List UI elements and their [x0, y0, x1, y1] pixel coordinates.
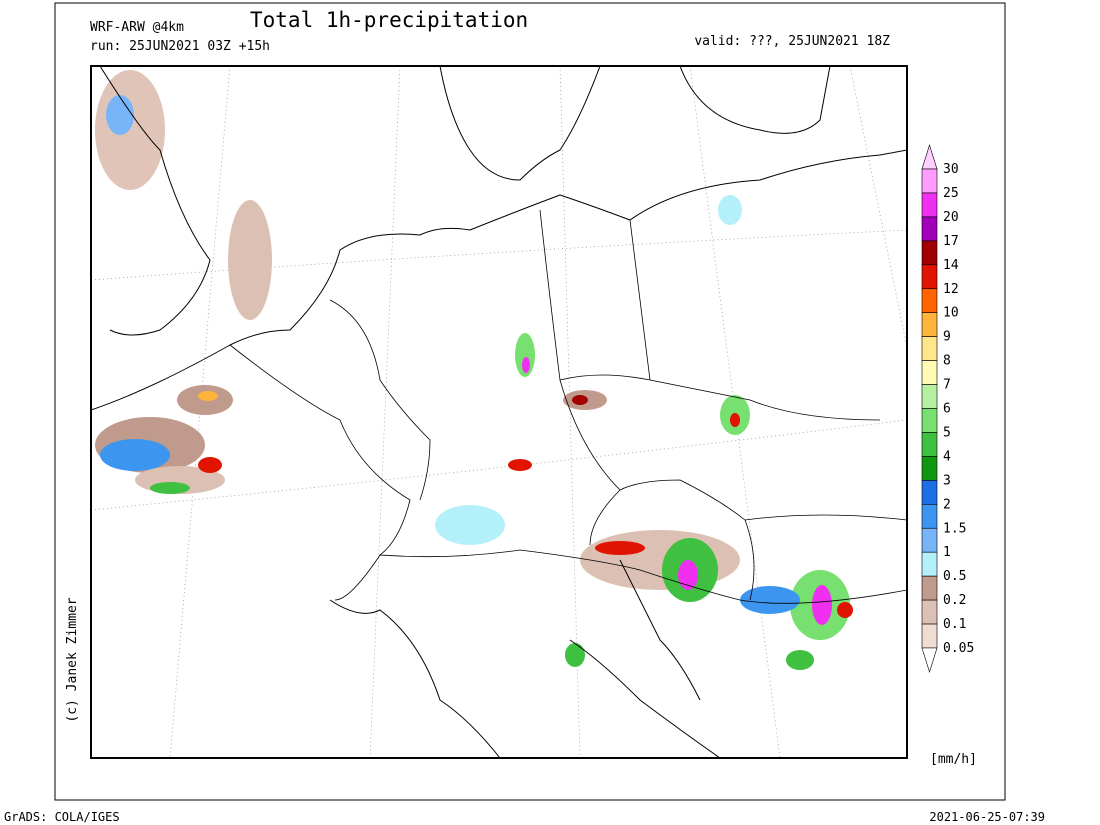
colorbar-box	[921, 527, 938, 553]
colorbar-label: 0.05	[943, 641, 974, 656]
colorbar-box	[921, 336, 938, 361]
colorbar-label: 5	[943, 425, 951, 440]
title: Total 1h-precipitation	[250, 8, 528, 32]
colorbar-label: 0.2	[943, 593, 966, 608]
colorbar-box	[921, 503, 938, 529]
colorbar-label: 25	[943, 186, 959, 201]
colorbar-box	[921, 288, 938, 314]
footer-left: GrADS: COLA/IGES	[4, 810, 120, 824]
colorbar-label: 0.1	[943, 617, 966, 632]
colorbar-label: 2	[943, 497, 951, 512]
colorbar-box	[921, 480, 938, 505]
colorbar-box	[921, 551, 938, 577]
colorbar-label: 7	[943, 378, 951, 393]
colorbar-box	[921, 168, 938, 194]
credit: (c) Janek Zimmer	[65, 597, 80, 722]
coastline	[91, 149, 907, 411]
colorbar-box	[921, 192, 938, 218]
colorbar-label: 10	[943, 306, 959, 321]
colorbar-box	[921, 456, 938, 481]
colorbar-cap	[921, 647, 938, 674]
run-label: run: 25JUN2021 03Z +15h	[90, 39, 270, 54]
colorbar-box	[921, 360, 938, 385]
colorbar-box	[921, 599, 938, 625]
colorbar-cap	[921, 143, 938, 170]
colorbar-box	[921, 264, 938, 290]
graticule	[91, 66, 907, 758]
colorbar-box	[921, 384, 938, 409]
colorbar-label: 0.5	[943, 569, 966, 584]
outer-frame	[54, 2, 1006, 801]
valid-label: valid: ???, 25JUN2021 18Z	[694, 34, 890, 49]
colorbar-box	[921, 575, 938, 601]
colorbar-label: 17	[943, 234, 959, 249]
colorbar-label: 8	[943, 354, 951, 369]
map-frame	[90, 65, 908, 759]
colorbar-box	[921, 216, 938, 242]
colorbar-box	[921, 408, 938, 433]
coastline-north	[439, 66, 831, 181]
colorbar-box	[921, 312, 938, 337]
colorbar-label: 30	[943, 162, 959, 177]
coastline-britain	[99, 66, 211, 336]
model-label: WRF-ARW @4km	[90, 20, 184, 35]
colorbar-label: 9	[943, 330, 951, 345]
map	[90, 65, 908, 759]
colorbar-box	[921, 623, 938, 649]
colorbar-label: 12	[943, 282, 959, 297]
colorbar-label: 14	[943, 258, 959, 273]
colorbar-label: 4	[943, 449, 951, 464]
footer-right: 2021-06-25-07:39	[929, 810, 1045, 824]
coastline-south	[329, 559, 721, 758]
precipitation-field	[95, 70, 853, 670]
colorbar-box	[921, 240, 938, 266]
colorbar-box	[921, 432, 938, 457]
colorbar-label: 6	[943, 402, 951, 417]
colorbar-label: 1	[943, 545, 951, 560]
colorbar-label: 1.5	[943, 521, 966, 536]
unit-label: [mm/h]	[930, 752, 977, 767]
colorbar-label: 3	[943, 473, 951, 488]
country-borders	[229, 209, 907, 604]
colorbar: 30 25 20 17 14 12 10 9 8 7 6 5 4 3 2 1.5 1 0.5 0.2 0.1 0.05	[921, 143, 974, 674]
colorbar-label: 20	[943, 210, 959, 225]
